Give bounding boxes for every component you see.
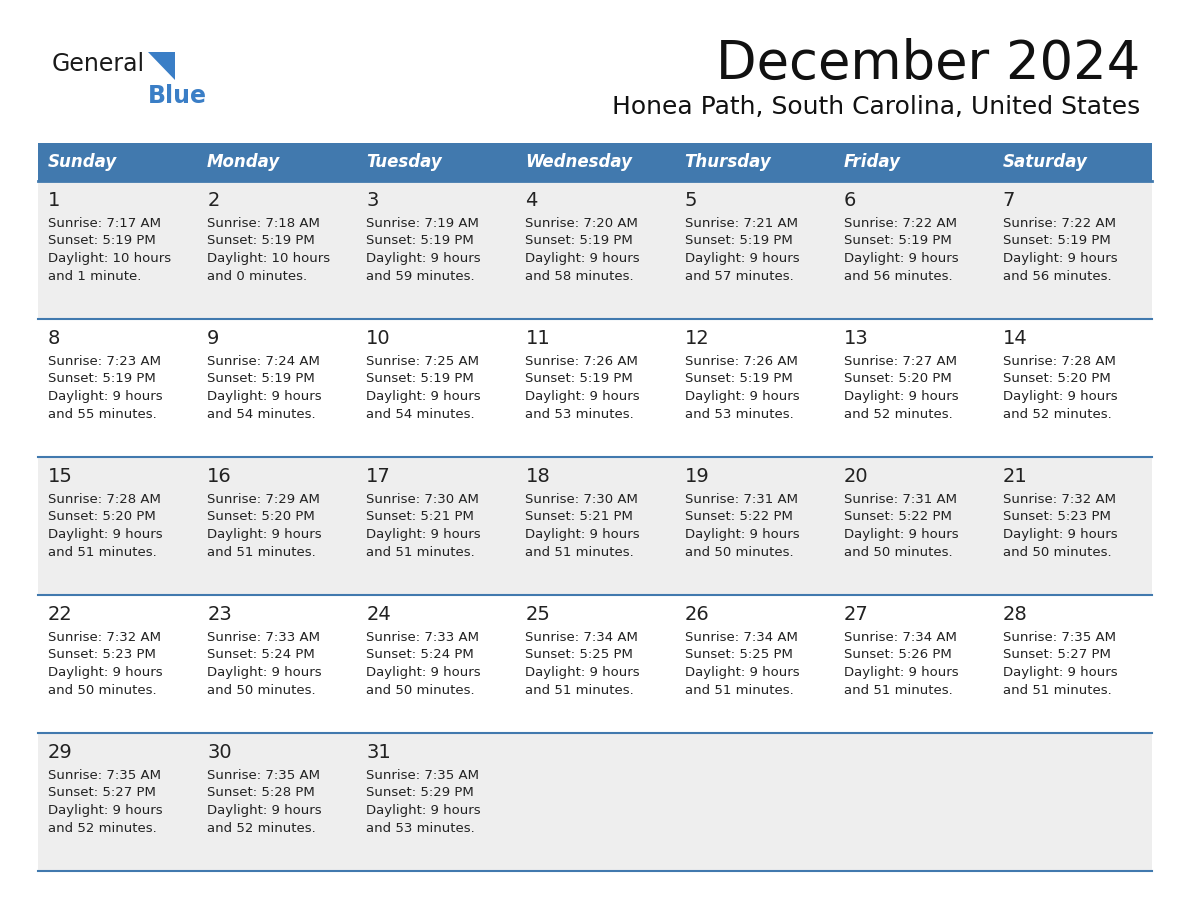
Text: 19: 19 bbox=[684, 467, 709, 486]
Text: Sunrise: 7:30 AM
Sunset: 5:21 PM
Daylight: 9 hours
and 51 minutes.: Sunrise: 7:30 AM Sunset: 5:21 PM Dayligh… bbox=[525, 493, 640, 558]
Text: Sunrise: 7:28 AM
Sunset: 5:20 PM
Daylight: 9 hours
and 52 minutes.: Sunrise: 7:28 AM Sunset: 5:20 PM Dayligh… bbox=[1003, 355, 1118, 420]
Text: 13: 13 bbox=[843, 329, 868, 348]
Bar bbox=[38, 595, 1152, 733]
Text: 21: 21 bbox=[1003, 467, 1028, 486]
Text: 4: 4 bbox=[525, 191, 538, 210]
Text: Sunrise: 7:17 AM
Sunset: 5:19 PM
Daylight: 10 hours
and 1 minute.: Sunrise: 7:17 AM Sunset: 5:19 PM Dayligh… bbox=[48, 217, 171, 283]
Text: Saturday: Saturday bbox=[1003, 153, 1088, 171]
Text: 6: 6 bbox=[843, 191, 857, 210]
Text: Sunrise: 7:32 AM
Sunset: 5:23 PM
Daylight: 9 hours
and 50 minutes.: Sunrise: 7:32 AM Sunset: 5:23 PM Dayligh… bbox=[1003, 493, 1118, 558]
Text: 22: 22 bbox=[48, 605, 72, 624]
Text: Sunrise: 7:29 AM
Sunset: 5:20 PM
Daylight: 9 hours
and 51 minutes.: Sunrise: 7:29 AM Sunset: 5:20 PM Dayligh… bbox=[207, 493, 322, 558]
Text: Blue: Blue bbox=[148, 84, 207, 108]
Text: Sunrise: 7:31 AM
Sunset: 5:22 PM
Daylight: 9 hours
and 50 minutes.: Sunrise: 7:31 AM Sunset: 5:22 PM Dayligh… bbox=[684, 493, 800, 558]
Text: Honea Path, South Carolina, United States: Honea Path, South Carolina, United State… bbox=[612, 95, 1140, 119]
Text: Sunrise: 7:34 AM
Sunset: 5:25 PM
Daylight: 9 hours
and 51 minutes.: Sunrise: 7:34 AM Sunset: 5:25 PM Dayligh… bbox=[525, 631, 640, 697]
Polygon shape bbox=[148, 52, 175, 80]
Text: Sunrise: 7:26 AM
Sunset: 5:19 PM
Daylight: 9 hours
and 53 minutes.: Sunrise: 7:26 AM Sunset: 5:19 PM Dayligh… bbox=[525, 355, 640, 420]
Bar bbox=[38, 181, 1152, 319]
Text: 5: 5 bbox=[684, 191, 697, 210]
Text: Sunrise: 7:34 AM
Sunset: 5:26 PM
Daylight: 9 hours
and 51 minutes.: Sunrise: 7:34 AM Sunset: 5:26 PM Dayligh… bbox=[843, 631, 959, 697]
Text: 7: 7 bbox=[1003, 191, 1016, 210]
Text: 25: 25 bbox=[525, 605, 550, 624]
Bar bbox=[834, 143, 993, 181]
Text: Tuesday: Tuesday bbox=[366, 153, 442, 171]
Bar bbox=[356, 143, 516, 181]
Bar bbox=[38, 457, 1152, 595]
Text: Sunrise: 7:24 AM
Sunset: 5:19 PM
Daylight: 9 hours
and 54 minutes.: Sunrise: 7:24 AM Sunset: 5:19 PM Dayligh… bbox=[207, 355, 322, 420]
Bar bbox=[38, 143, 197, 181]
Text: 23: 23 bbox=[207, 605, 232, 624]
Text: December 2024: December 2024 bbox=[715, 38, 1140, 90]
Bar bbox=[38, 319, 1152, 457]
Text: Sunrise: 7:35 AM
Sunset: 5:28 PM
Daylight: 9 hours
and 52 minutes.: Sunrise: 7:35 AM Sunset: 5:28 PM Dayligh… bbox=[207, 769, 322, 834]
Text: 16: 16 bbox=[207, 467, 232, 486]
Bar bbox=[516, 143, 675, 181]
Text: 17: 17 bbox=[366, 467, 391, 486]
Text: Wednesday: Wednesday bbox=[525, 153, 632, 171]
Text: 1: 1 bbox=[48, 191, 61, 210]
Text: 2: 2 bbox=[207, 191, 220, 210]
Text: Sunrise: 7:20 AM
Sunset: 5:19 PM
Daylight: 9 hours
and 58 minutes.: Sunrise: 7:20 AM Sunset: 5:19 PM Dayligh… bbox=[525, 217, 640, 283]
Text: 28: 28 bbox=[1003, 605, 1028, 624]
Text: Sunrise: 7:34 AM
Sunset: 5:25 PM
Daylight: 9 hours
and 51 minutes.: Sunrise: 7:34 AM Sunset: 5:25 PM Dayligh… bbox=[684, 631, 800, 697]
Text: Sunrise: 7:35 AM
Sunset: 5:27 PM
Daylight: 9 hours
and 51 minutes.: Sunrise: 7:35 AM Sunset: 5:27 PM Dayligh… bbox=[1003, 631, 1118, 697]
Text: Friday: Friday bbox=[843, 153, 901, 171]
Text: 27: 27 bbox=[843, 605, 868, 624]
Text: Sunrise: 7:28 AM
Sunset: 5:20 PM
Daylight: 9 hours
and 51 minutes.: Sunrise: 7:28 AM Sunset: 5:20 PM Dayligh… bbox=[48, 493, 163, 558]
Bar bbox=[38, 733, 1152, 871]
Text: 26: 26 bbox=[684, 605, 709, 624]
Text: Sunrise: 7:33 AM
Sunset: 5:24 PM
Daylight: 9 hours
and 50 minutes.: Sunrise: 7:33 AM Sunset: 5:24 PM Dayligh… bbox=[207, 631, 322, 697]
Text: Sunrise: 7:18 AM
Sunset: 5:19 PM
Daylight: 10 hours
and 0 minutes.: Sunrise: 7:18 AM Sunset: 5:19 PM Dayligh… bbox=[207, 217, 330, 283]
Text: General: General bbox=[52, 52, 145, 76]
Text: Monday: Monday bbox=[207, 153, 280, 171]
Text: 3: 3 bbox=[366, 191, 379, 210]
Text: 24: 24 bbox=[366, 605, 391, 624]
Text: Sunrise: 7:26 AM
Sunset: 5:19 PM
Daylight: 9 hours
and 53 minutes.: Sunrise: 7:26 AM Sunset: 5:19 PM Dayligh… bbox=[684, 355, 800, 420]
Text: Sunrise: 7:33 AM
Sunset: 5:24 PM
Daylight: 9 hours
and 50 minutes.: Sunrise: 7:33 AM Sunset: 5:24 PM Dayligh… bbox=[366, 631, 481, 697]
Text: Sunrise: 7:35 AM
Sunset: 5:27 PM
Daylight: 9 hours
and 52 minutes.: Sunrise: 7:35 AM Sunset: 5:27 PM Dayligh… bbox=[48, 769, 163, 834]
Text: 15: 15 bbox=[48, 467, 72, 486]
Text: Sunrise: 7:19 AM
Sunset: 5:19 PM
Daylight: 9 hours
and 59 minutes.: Sunrise: 7:19 AM Sunset: 5:19 PM Dayligh… bbox=[366, 217, 481, 283]
Text: Sunday: Sunday bbox=[48, 153, 118, 171]
Text: Sunrise: 7:23 AM
Sunset: 5:19 PM
Daylight: 9 hours
and 55 minutes.: Sunrise: 7:23 AM Sunset: 5:19 PM Dayligh… bbox=[48, 355, 163, 420]
Text: Thursday: Thursday bbox=[684, 153, 771, 171]
Bar bbox=[197, 143, 356, 181]
Text: 8: 8 bbox=[48, 329, 61, 348]
Text: 29: 29 bbox=[48, 743, 72, 762]
Text: Sunrise: 7:27 AM
Sunset: 5:20 PM
Daylight: 9 hours
and 52 minutes.: Sunrise: 7:27 AM Sunset: 5:20 PM Dayligh… bbox=[843, 355, 959, 420]
Bar bbox=[675, 143, 834, 181]
Text: 11: 11 bbox=[525, 329, 550, 348]
Bar bbox=[993, 143, 1152, 181]
Text: 18: 18 bbox=[525, 467, 550, 486]
Text: Sunrise: 7:30 AM
Sunset: 5:21 PM
Daylight: 9 hours
and 51 minutes.: Sunrise: 7:30 AM Sunset: 5:21 PM Dayligh… bbox=[366, 493, 481, 558]
Text: 14: 14 bbox=[1003, 329, 1028, 348]
Text: 30: 30 bbox=[207, 743, 232, 762]
Text: Sunrise: 7:22 AM
Sunset: 5:19 PM
Daylight: 9 hours
and 56 minutes.: Sunrise: 7:22 AM Sunset: 5:19 PM Dayligh… bbox=[1003, 217, 1118, 283]
Text: Sunrise: 7:31 AM
Sunset: 5:22 PM
Daylight: 9 hours
and 50 minutes.: Sunrise: 7:31 AM Sunset: 5:22 PM Dayligh… bbox=[843, 493, 959, 558]
Text: Sunrise: 7:35 AM
Sunset: 5:29 PM
Daylight: 9 hours
and 53 minutes.: Sunrise: 7:35 AM Sunset: 5:29 PM Dayligh… bbox=[366, 769, 481, 834]
Text: Sunrise: 7:22 AM
Sunset: 5:19 PM
Daylight: 9 hours
and 56 minutes.: Sunrise: 7:22 AM Sunset: 5:19 PM Dayligh… bbox=[843, 217, 959, 283]
Text: Sunrise: 7:32 AM
Sunset: 5:23 PM
Daylight: 9 hours
and 50 minutes.: Sunrise: 7:32 AM Sunset: 5:23 PM Dayligh… bbox=[48, 631, 163, 697]
Text: Sunrise: 7:25 AM
Sunset: 5:19 PM
Daylight: 9 hours
and 54 minutes.: Sunrise: 7:25 AM Sunset: 5:19 PM Dayligh… bbox=[366, 355, 481, 420]
Text: 9: 9 bbox=[207, 329, 220, 348]
Text: 20: 20 bbox=[843, 467, 868, 486]
Text: 10: 10 bbox=[366, 329, 391, 348]
Text: Sunrise: 7:21 AM
Sunset: 5:19 PM
Daylight: 9 hours
and 57 minutes.: Sunrise: 7:21 AM Sunset: 5:19 PM Dayligh… bbox=[684, 217, 800, 283]
Text: 12: 12 bbox=[684, 329, 709, 348]
Text: 31: 31 bbox=[366, 743, 391, 762]
